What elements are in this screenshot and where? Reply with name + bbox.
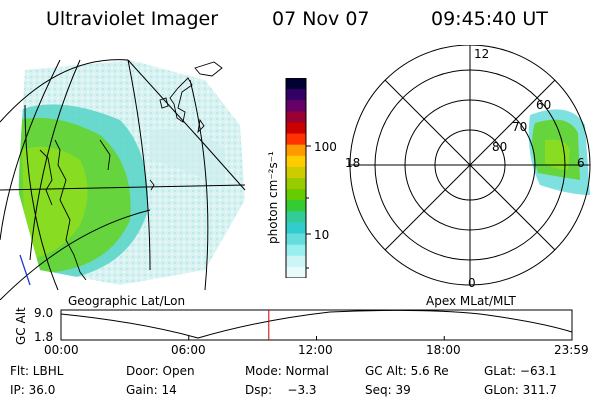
colorbar-step <box>286 89 306 101</box>
polar-label-18: 18 <box>345 156 361 170</box>
colorbar-step <box>286 266 306 278</box>
colorbar-steps <box>286 78 306 278</box>
colorbar-step <box>286 244 306 257</box>
info-mode: Mode: Normal <box>245 364 329 378</box>
altitude-curve <box>60 309 573 339</box>
colorbar-tick-label-10: 10 <box>314 228 330 242</box>
polar-mlat-mlt-plot <box>349 45 591 286</box>
colorbar-frame <box>285 78 307 278</box>
colorbar-step <box>286 100 306 112</box>
aurora-intensity-map <box>18 60 245 285</box>
alt-ymax: 9.0 <box>34 306 54 320</box>
geo-grid <box>0 59 246 300</box>
polar-label-12: 12 <box>474 47 490 61</box>
info-ip: IP: 36.0 <box>10 383 56 397</box>
polar-label-6: 6 <box>577 156 585 170</box>
info-seq: Seq: 39 <box>365 383 411 397</box>
colorbar-step <box>286 78 306 90</box>
alt-xtick-2359: 23:59 <box>554 343 589 357</box>
geographic-caption: Geographic Lat/Lon <box>68 294 186 308</box>
colorbar-step <box>286 233 306 246</box>
info-gc-alt: GC Alt: 5.6 Re <box>365 364 449 378</box>
colorbar-step <box>286 155 306 168</box>
info-filter: Flt: LBHL <box>10 364 64 378</box>
colorbar-step <box>286 122 306 135</box>
colorbar-step <box>286 222 306 235</box>
info-glon: GLon: 311.7 <box>484 383 557 397</box>
apex-caption: Apex MLat/MLT <box>426 294 516 308</box>
coastline <box>39 61 223 281</box>
colorbar-step <box>286 111 306 123</box>
geographic-image <box>0 59 246 300</box>
colorbar-step <box>286 255 306 268</box>
colorbar-step <box>286 211 306 223</box>
alt-xtick-0: 00:00 <box>44 343 79 357</box>
altitude-timeline <box>60 309 573 341</box>
colorbar-step <box>286 133 306 146</box>
colorbar-step <box>286 189 306 201</box>
alt-xtick-6: 06:00 <box>171 343 206 357</box>
terminator-line <box>19 254 31 286</box>
alt-ymin: 1.8 <box>34 330 54 344</box>
time-label: 09:45:40 UT <box>431 8 548 30</box>
polar-ring-80: 80 <box>492 140 508 154</box>
colorbar-unit-label: photon cm⁻²s⁻¹ <box>266 151 280 244</box>
colorbar-step <box>286 144 306 157</box>
colorbar-step <box>286 200 306 212</box>
alt-xticks <box>60 336 573 340</box>
colorbar-step <box>286 166 306 179</box>
info-glat: GLat: −63.1 <box>484 364 557 378</box>
info-door: Door: Open <box>126 364 195 378</box>
alt-xtick-18: 18:00 <box>426 343 461 357</box>
polar-aurora <box>528 109 590 195</box>
polar-ring-70: 70 <box>512 120 528 134</box>
info-dsp: Dsp: −3.3 <box>245 383 317 397</box>
polar-grid <box>349 45 591 286</box>
polar-label-0: 0 <box>468 276 476 290</box>
date-label: 07 Nov 07 <box>272 8 370 30</box>
colorbar <box>285 78 311 278</box>
colorbar-tick-label-100: 100 <box>314 140 337 154</box>
polar-ring-60: 60 <box>536 98 552 112</box>
info-gain: Gain: 14 <box>126 383 177 397</box>
colorbar-step <box>286 178 306 190</box>
app-title: Ultraviolet Imager <box>46 8 219 30</box>
alt-xtick-12: 12:00 <box>298 343 333 357</box>
